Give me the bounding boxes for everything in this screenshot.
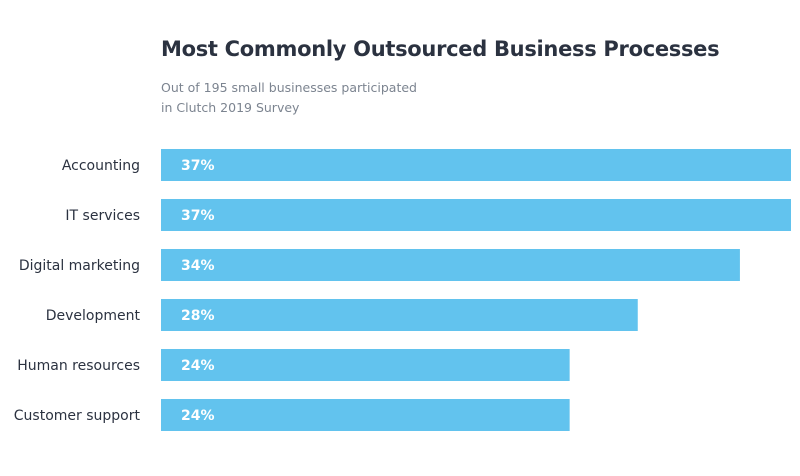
bar-customer-support bbox=[161, 399, 570, 431]
category-label: IT services bbox=[65, 208, 140, 224]
data-label: 34% bbox=[181, 258, 215, 274]
category-label: Accounting bbox=[62, 158, 140, 174]
bar-accounting bbox=[161, 149, 791, 181]
data-label: 37% bbox=[181, 158, 215, 174]
chart-subtitle-line-1: Out of 195 small businesses participated bbox=[161, 80, 417, 95]
category-label: Customer support bbox=[14, 408, 141, 424]
category-label: Human resources bbox=[17, 358, 140, 374]
data-label: 37% bbox=[181, 208, 215, 224]
bar-it-services bbox=[161, 199, 791, 231]
data-label: 28% bbox=[181, 308, 215, 324]
data-label: 24% bbox=[181, 408, 215, 424]
chart-subtitle-line-2: in Clutch 2019 Survey bbox=[161, 100, 300, 115]
category-label: Digital marketing bbox=[19, 258, 140, 274]
category-label: Development bbox=[46, 308, 141, 324]
data-label: 24% bbox=[181, 358, 215, 374]
bar-development bbox=[161, 299, 638, 331]
bar-digital-marketing bbox=[161, 249, 740, 281]
bar-human-resources bbox=[161, 349, 570, 381]
chart-title: Most Commonly Outsourced Business Proces… bbox=[161, 37, 720, 61]
